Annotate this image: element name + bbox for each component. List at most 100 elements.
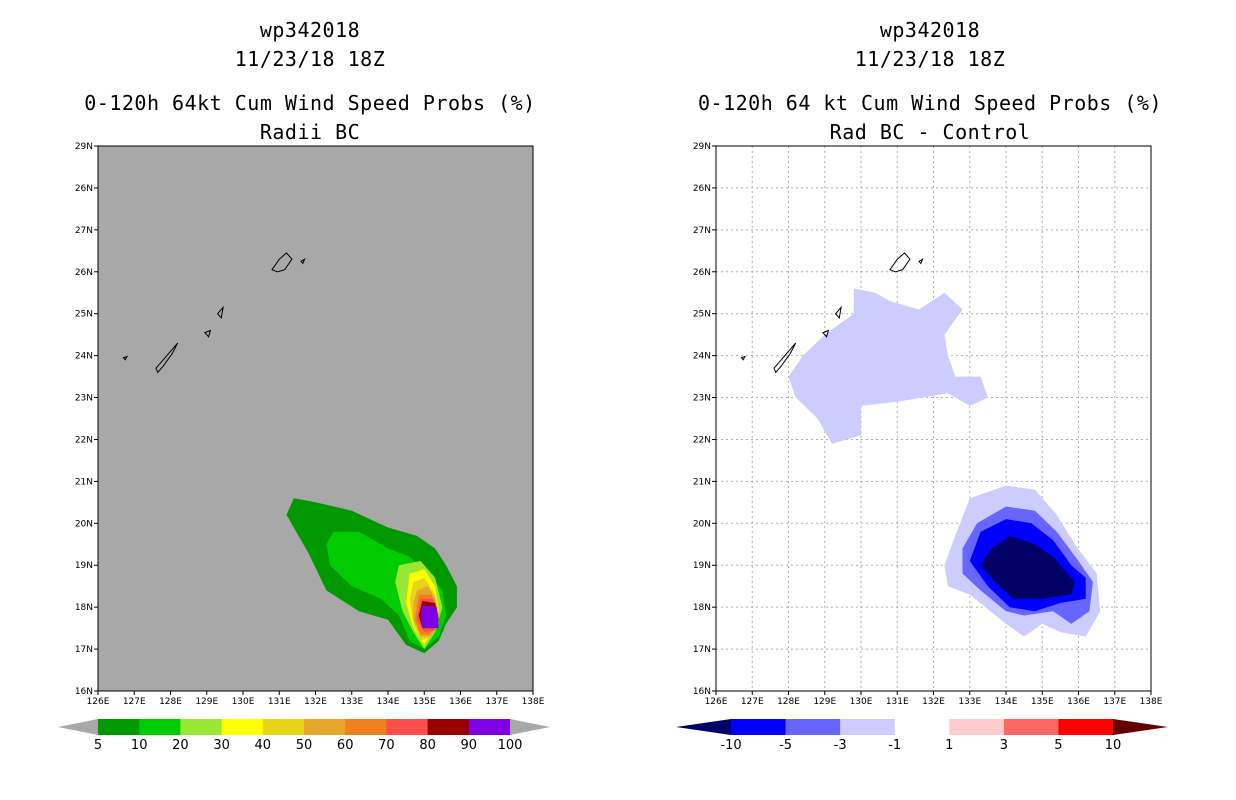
right-y-tick-label: 23N — [693, 394, 711, 404]
right-colorbar-label: 1 — [945, 738, 953, 753]
left-y-tick-label: 26N — [75, 184, 93, 194]
right-colorbar-segment — [1003, 719, 1059, 735]
right-grid — [716, 146, 1151, 691]
left-x-tick-label: 137E — [485, 697, 508, 707]
right-colorbar-label: 3 — [1000, 738, 1008, 753]
left-x-tick-label: 130E — [232, 697, 255, 707]
right-x-tick-label: 134E — [995, 697, 1018, 707]
left-x-tick-label: 136E — [449, 697, 472, 707]
right-colorbar-label: -1 — [888, 738, 901, 753]
right-date: 11/23/18 18Z — [854, 47, 1006, 71]
left-colorbar-label: 10 — [131, 738, 148, 753]
right-x-tick-label: 131E — [886, 697, 909, 707]
left-y-tick-label: 27N — [75, 226, 93, 236]
right-y-tick-label: 26N — [693, 184, 711, 194]
left-y-tick-label: 21N — [75, 477, 93, 487]
right-colorbar-label: -3 — [834, 738, 847, 753]
left-x-tick-label: 128E — [159, 697, 182, 707]
left-colorbar-segment — [386, 719, 429, 735]
right-y-tick-label: 16N — [693, 687, 711, 697]
left-subtitle: Radii BC — [259, 120, 361, 144]
left-island-outline — [122, 355, 129, 361]
right-chart-title: wp342018 11/23/18 18Z 0-120h 64 kt Cum W… — [630, 16, 1230, 147]
left-y-tick-label: 29N — [75, 142, 93, 152]
left-x-tick-label: 127E — [123, 697, 146, 707]
right-y-tick-label: 26N — [693, 268, 711, 278]
right-colorbar-segment — [1058, 719, 1114, 735]
right-island-outline — [740, 355, 747, 361]
left-x-tick-label: 129E — [195, 697, 218, 707]
left-colorbar-label: 80 — [419, 738, 436, 753]
left-island-outline — [271, 252, 293, 273]
left-x-tick-label: 131E — [268, 697, 291, 707]
left-colorbar-over-arrow — [510, 719, 550, 735]
left-colorbar-label: 90 — [461, 738, 478, 753]
right-y-tick-label: 22N — [693, 435, 711, 445]
left-colorbar-label: 30 — [213, 738, 230, 753]
right-colorbar-label: 5 — [1054, 738, 1062, 753]
right-y-tick-label: 24N — [693, 352, 711, 362]
right-x-tick-label: 127E — [741, 697, 764, 707]
right-x-tick-label: 136E — [1067, 697, 1090, 707]
right-x-tick-label: 132E — [922, 697, 945, 707]
right-colorbar-label: -10 — [720, 738, 741, 753]
right-y-tick-label: 29N — [693, 142, 711, 152]
right-y-tick-label: 18N — [693, 603, 711, 613]
right-y-tick-label: 25N — [693, 310, 711, 320]
right-contour-neg1 — [788, 288, 988, 444]
right-x-tick-label: 126E — [705, 697, 728, 707]
right-product-title: 0-120h 64 kt Cum Wind Speed Probs (%) — [697, 91, 1163, 115]
left-product-title: 0-120h 64kt Cum Wind Speed Probs (%) — [84, 91, 536, 115]
left-island-outline — [216, 305, 224, 320]
left-storm-id: wp342018 — [259, 18, 361, 42]
left-island-outline — [155, 342, 179, 374]
left-x-tick-label: 126E — [87, 697, 110, 707]
left-colorbar-under-arrow — [58, 719, 98, 735]
right-colorbar-segment — [949, 719, 1005, 735]
left-y-tick-label: 18N — [75, 603, 93, 613]
right-colorbar-over-arrow — [1113, 719, 1168, 735]
right-storm-id: wp342018 — [879, 18, 981, 42]
right-colorbar-segment — [731, 719, 787, 735]
right-island-outline — [834, 305, 842, 320]
left-island-outline — [204, 329, 212, 338]
left-colorbar-segment — [427, 719, 470, 735]
right-colorbar-under-arrow — [676, 719, 731, 735]
left-chart-title: wp342018 11/23/18 18Z 0-120h 64kt Cum Wi… — [40, 16, 580, 147]
left-colorbar-segment — [468, 719, 511, 735]
left-colorbar-label: 40 — [255, 738, 272, 753]
left-x-tick-label: 133E — [340, 697, 363, 707]
right-y-tick-label: 17N — [693, 645, 711, 655]
left-x-tick-label: 134E — [377, 697, 400, 707]
right-x-tick-label: 129E — [813, 697, 836, 707]
left-y-tick-label: 23N — [75, 394, 93, 404]
left-colorbar-label: 100 — [498, 738, 523, 753]
left-y-tick-label: 22N — [75, 435, 93, 445]
right-contour-neg10 — [980, 535, 1075, 599]
right-subtitle: Rad BC - Control — [829, 120, 1031, 144]
right-island-outline — [822, 329, 830, 338]
left-colorbar-label: 50 — [296, 738, 313, 753]
left-colorbar-label: 70 — [378, 738, 395, 753]
left-x-tick-label: 132E — [304, 697, 327, 707]
left-x-tick-label: 138E — [522, 697, 545, 707]
left-colorbar-segment — [221, 719, 264, 735]
left-y-tick-label: 25N — [75, 310, 93, 320]
right-x-tick-label: 133E — [958, 697, 981, 707]
left-island-outline — [300, 258, 306, 265]
left-y-tick-label: 17N — [75, 645, 93, 655]
right-y-tick-label: 20N — [693, 519, 711, 529]
right-x-tick-label: 135E — [1031, 697, 1054, 707]
left-y-tick-label: 24N — [75, 352, 93, 362]
left-colorbar-segment — [139, 719, 181, 735]
left-y-tick-label: 16N — [75, 687, 93, 697]
left-date: 11/23/18 18Z — [234, 47, 386, 71]
right-x-tick-label: 130E — [850, 697, 873, 707]
left-colorbar-segment — [262, 719, 305, 735]
left-x-tick-label: 135E — [413, 697, 436, 707]
right-colorbar-segment — [894, 719, 950, 735]
left-y-tick-label: 26N — [75, 268, 93, 278]
left-colorbar-label: 60 — [337, 738, 354, 753]
left-colorbar-segment — [98, 719, 140, 735]
